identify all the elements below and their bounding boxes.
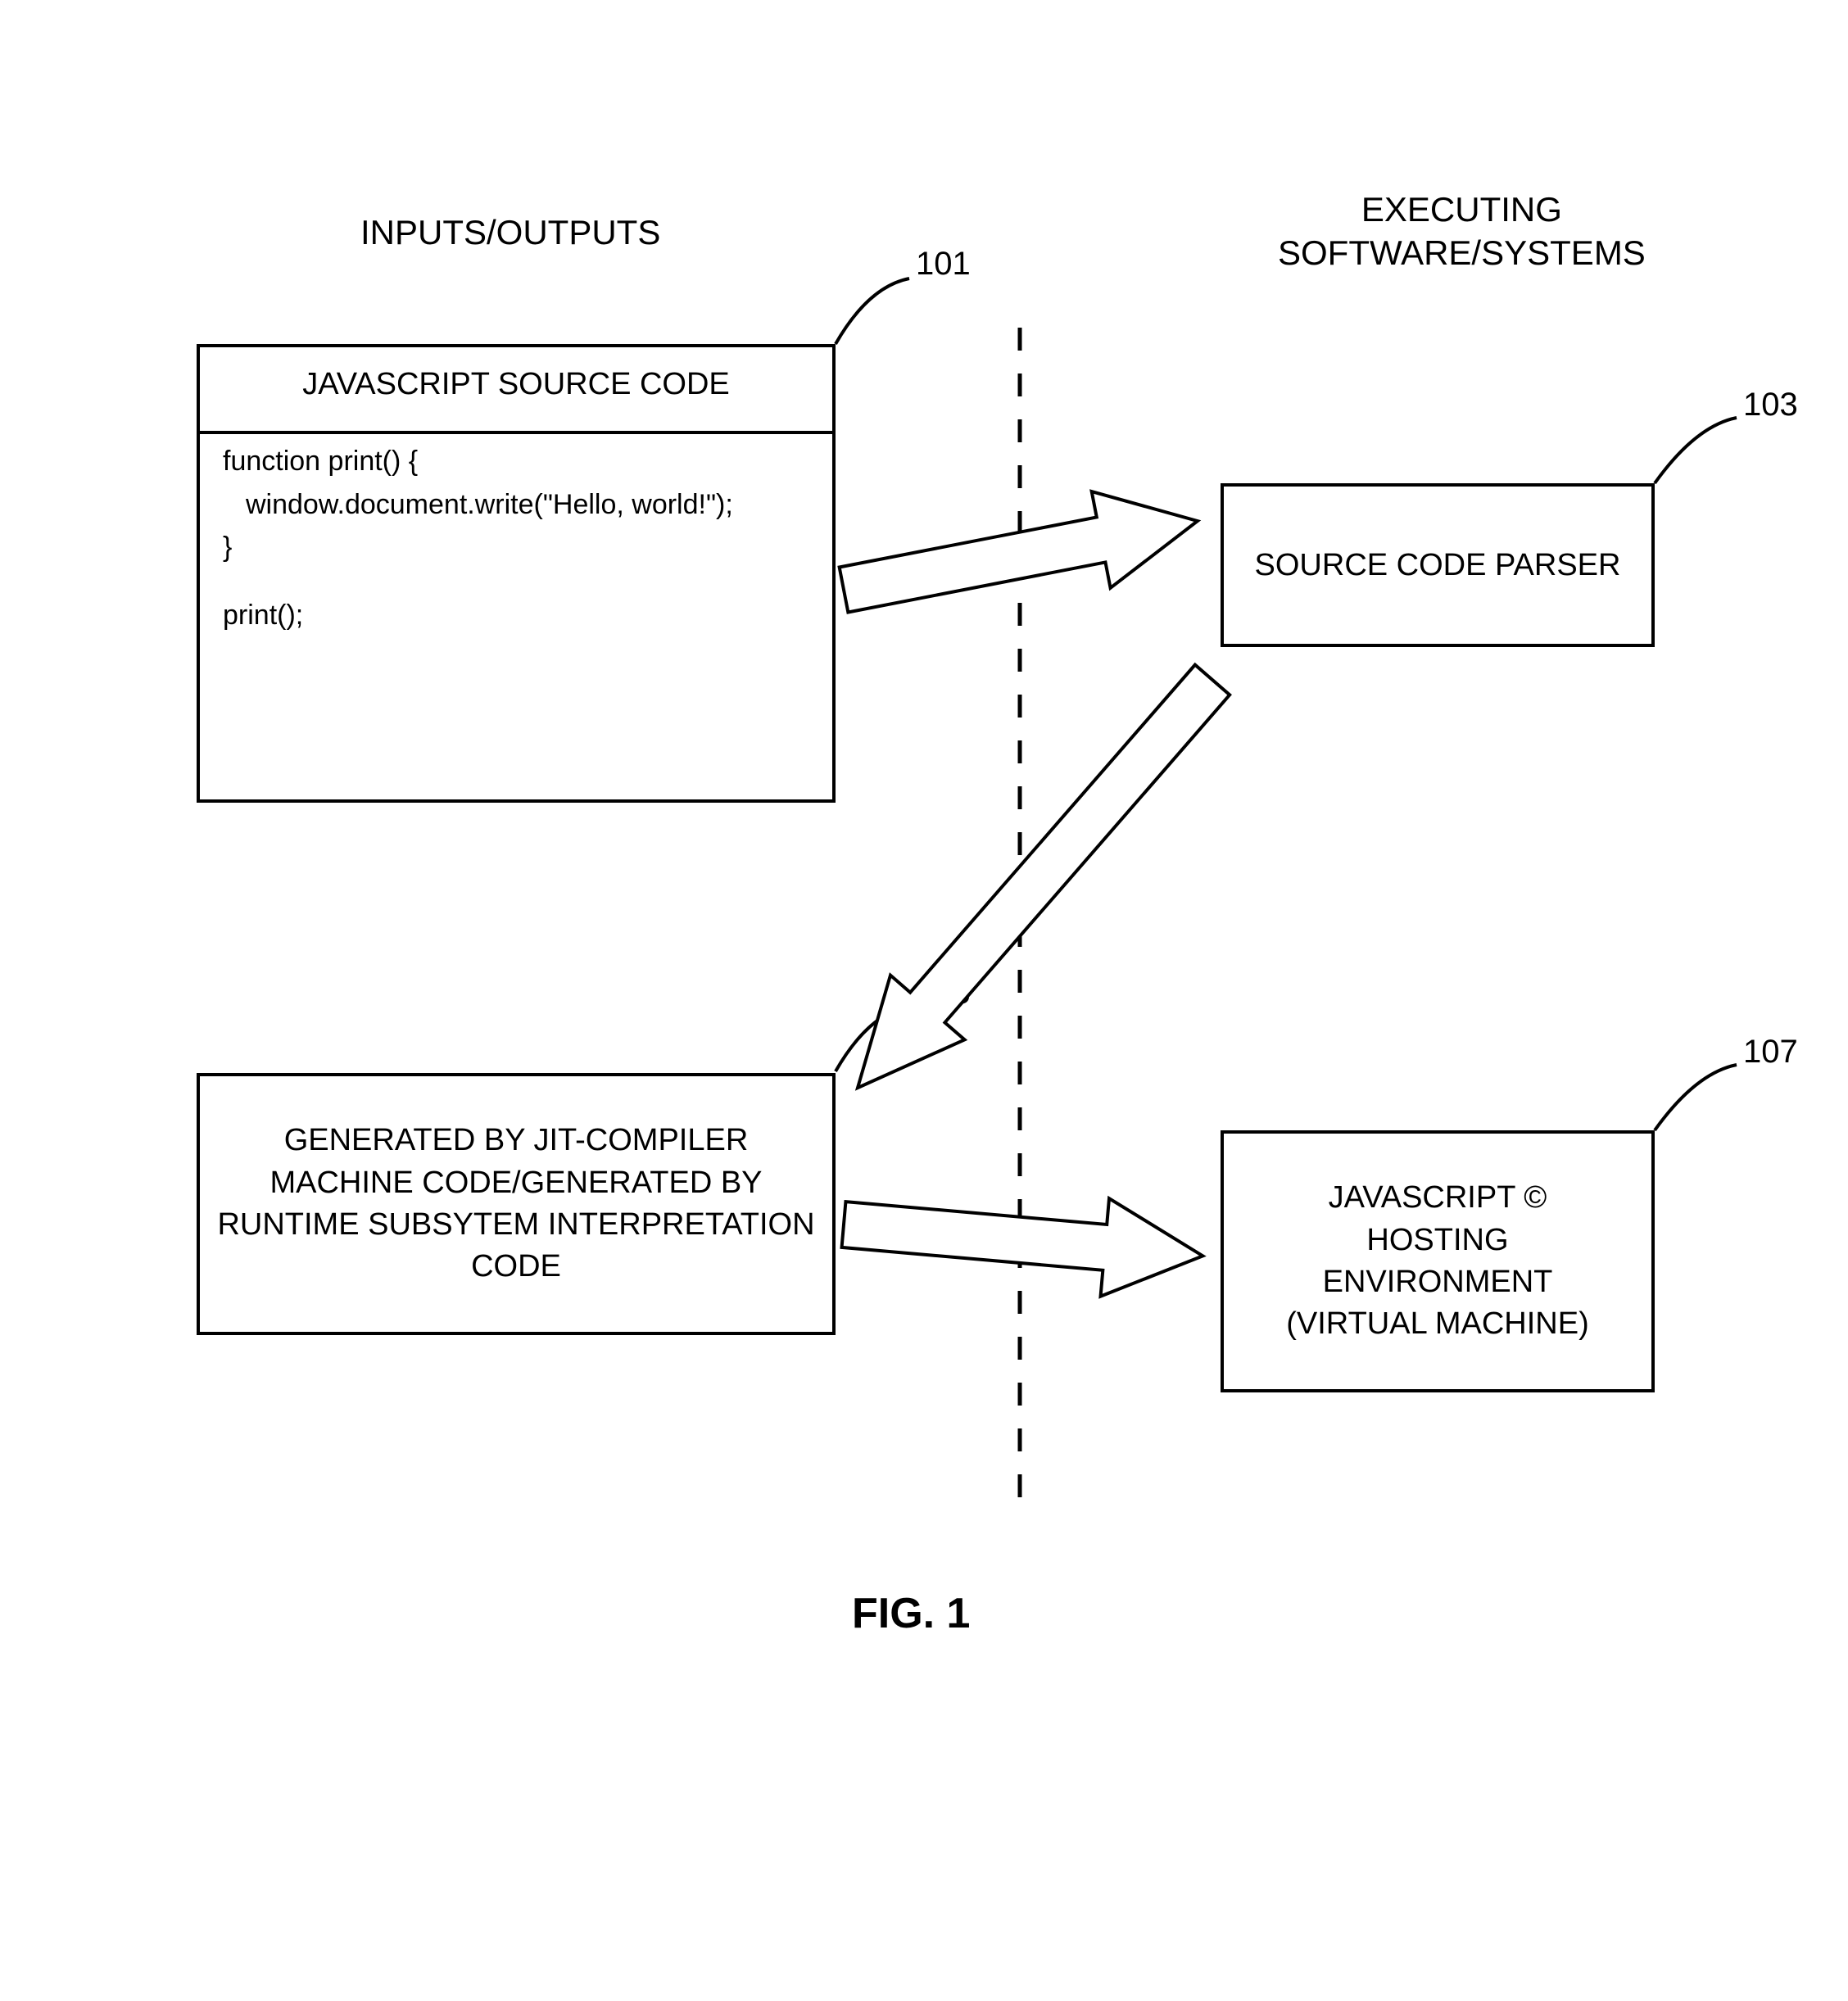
arrow-103-to-105 — [786, 647, 1245, 1106]
arrow-101-to-103 — [836, 483, 1221, 622]
arrow-105-to-107 — [836, 1179, 1221, 1294]
leader-107 — [1630, 1057, 1745, 1139]
box-source-parser: SOURCE CODE PARSER — [1221, 483, 1655, 647]
ref-103: 103 — [1743, 387, 1798, 423]
code-line: window.document.write("Hello, world!"); — [223, 483, 809, 527]
box-javascript-source: JAVASCRIPT SOURCE CODE function print() … — [197, 344, 836, 803]
code-line: } — [223, 526, 809, 569]
code-line: print(); — [223, 594, 809, 637]
box-101-title: JAVASCRIPT SOURCE CODE — [200, 347, 832, 417]
box-105-text: GENERATED BY JIT-COMPILER MACHINE CODE/G… — [202, 1120, 829, 1288]
leader-103 — [1630, 410, 1745, 491]
header-executing: EXECUTING SOFTWARE/SYSTEMS — [1278, 188, 1646, 274]
ref-107: 107 — [1743, 1034, 1798, 1071]
box-101-code: function print() { window.document.write… — [200, 423, 832, 654]
box-107-text: JAVASCRIPT © HOSTING ENVIRONMENT (VIRTUA… — [1275, 1177, 1600, 1345]
figure-label: FIG. 1 — [852, 1589, 970, 1638]
box-103-text: SOURCE CODE PARSER — [1243, 548, 1633, 583]
code-line: function print() { — [223, 440, 809, 483]
box-hosting-env: JAVASCRIPT © HOSTING ENVIRONMENT (VIRTUA… — [1221, 1130, 1655, 1392]
header-inputs-outputs: INPUTS/OUTPUTS — [360, 213, 660, 252]
leader-101 — [803, 270, 917, 352]
box-generated-code: GENERATED BY JIT-COMPILER MACHINE CODE/G… — [197, 1073, 836, 1335]
figure-canvas: INPUTS/OUTPUTS EXECUTING SOFTWARE/SYSTEM… — [0, 0, 1848, 2001]
ref-101: 101 — [916, 246, 971, 283]
